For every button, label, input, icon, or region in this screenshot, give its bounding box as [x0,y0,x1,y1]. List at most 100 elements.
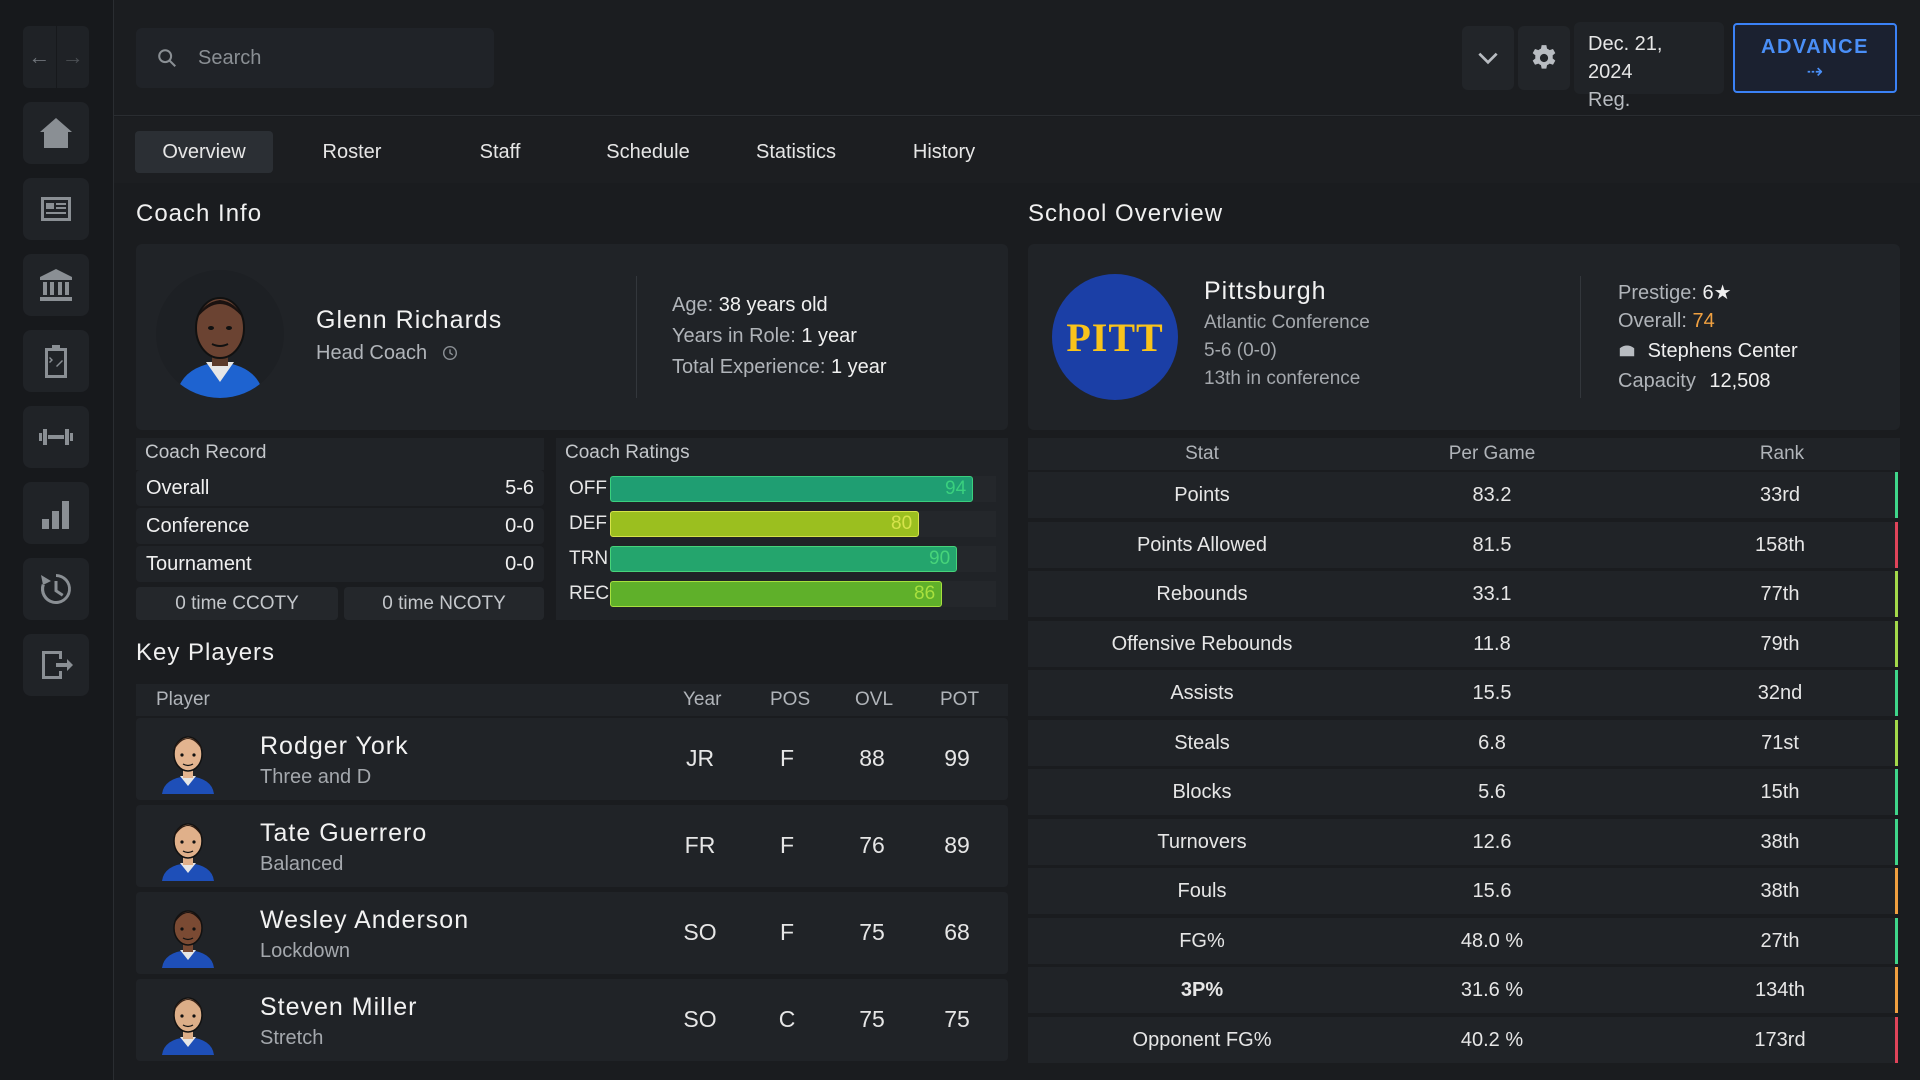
search-box[interactable] [136,28,494,88]
rating-label: REC [569,583,610,604]
rating-row-def: DEF 80 [560,509,996,539]
prestige-value: 6 [1702,282,1714,304]
ccoty-badge: 0 time CCOTY [136,587,338,620]
settings-button[interactable] [1518,26,1570,90]
dropdown-button[interactable] [1462,26,1514,90]
coach-avatar [156,270,284,398]
clipboard-icon[interactable] [23,330,89,392]
table-row: Points 83.2 33rd [1028,472,1898,518]
coach-role: Head Coach [316,342,459,365]
table-row: Points Allowed 81.5 158th [1028,521,1898,568]
player-pot: 75 [944,1006,970,1032]
player-name[interactable]: Tate Guerrero [260,819,428,847]
table-row[interactable]: Rodger York Three and D JR F 88 99 [136,718,1008,800]
stat-rank: 38th [1760,880,1800,902]
school-record: 5-6 (0-0) [1204,340,1277,361]
coach-ratings-title: Coach Ratings [565,442,690,463]
stat-name: Steals [1174,731,1230,754]
col-ovl: OVL [855,689,894,710]
tab-staff[interactable]: Staff [479,140,521,163]
player-pos: C [778,1006,796,1032]
player-pot: 89 [944,832,970,858]
stat-rank: 38th [1760,830,1800,853]
prestige-label: Prestige: [1618,282,1697,304]
star-icon: ★ [1713,282,1732,304]
stat-name: FG% [1179,929,1225,952]
stat-rank: 15th [1760,781,1800,803]
search-input[interactable] [198,46,478,70]
table-row: Steals 6.8 71st [1028,719,1898,766]
player-name[interactable]: Wesley Anderson [260,906,470,934]
history-nav: ← → [23,26,89,88]
record-value: 0-0 [505,514,534,537]
table-row[interactable]: Steven Miller Stretch SO C 75 75 [136,979,1008,1061]
logout-icon[interactable] [23,634,89,696]
bar-chart-icon[interactable] [23,482,89,544]
tab-history[interactable]: History [912,140,976,163]
school-name: Pittsburgh [1204,277,1327,305]
coach-record-header [136,438,544,470]
sidebar: ← → [0,0,114,1080]
player-name[interactable]: Rodger York [260,732,409,760]
rank-indicator [1895,917,1898,964]
stat-name: Points [1174,484,1230,506]
player-avatar [156,900,220,968]
stat-rank: 173rd [1754,1028,1806,1051]
rating-label: DEF [569,513,607,534]
stat-per-game: 40.2 % [1460,1028,1524,1051]
rank-indicator [1895,620,1898,667]
stat-rank: 32nd [1757,682,1803,704]
stat-name: Turnovers [1157,830,1247,853]
school-prestige: Prestige: 6★ [1618,280,1732,305]
rank-indicator [1895,1016,1898,1063]
record-label: Tournament [146,552,252,575]
record-row-overall: Overall 5-6 [136,470,544,506]
arena-icon [1619,345,1635,357]
arrow-left-icon[interactable]: ← [28,44,51,69]
history-icon[interactable] [441,344,459,362]
rating-bar [610,546,957,572]
tab-overview[interactable]: Overview [135,131,273,173]
current-date: Dec. 21, 2024 [1588,33,1663,83]
coach-role-label: Head Coach [316,342,428,364]
newspaper-icon[interactable] [23,178,89,240]
capacity-label: Capacity [1618,370,1696,392]
rank-indicator [1895,472,1898,518]
table-row: FG% 48.0 % 27th [1028,917,1898,964]
tab-schedule[interactable]: Schedule [606,140,690,163]
stat-per-game: 15.6 [1472,880,1512,902]
table-row[interactable]: Tate Guerrero Balanced FR F 76 89 [136,805,1008,887]
player-name[interactable]: Steven Miller [260,993,418,1021]
coach-years: Years in Role: 1 year [672,325,857,348]
rating-value: 86 [914,583,936,604]
school-capacity: Capacity 12,508 [1618,370,1771,393]
stat-name: Points Allowed [1136,533,1268,556]
player-year: JR [685,745,715,771]
stat-per-game: 81.5 [1472,533,1512,556]
stat-name: Assists [1170,682,1234,704]
table-row[interactable]: Wesley Anderson Lockdown SO F 75 68 [136,892,1008,974]
tab-statistics[interactable]: Statistics [755,140,837,163]
stat-rank: 158th [1754,533,1806,556]
advance-button[interactable]: ADVANCE ⇢ [1733,23,1897,93]
rating-label: TRN [569,548,609,569]
arrow-right-icon[interactable]: → [55,26,90,88]
player-pos: F [779,832,795,858]
rating-label: OFF [569,478,607,499]
player-pos: F [779,745,795,771]
stat-name: Blocks [1172,781,1232,803]
stat-per-game: 83.2 [1472,484,1512,506]
history-icon[interactable] [23,558,89,620]
coach-years-value: 1 year [801,325,857,347]
key-players-header: Player Year POS OVL POT [136,684,1008,716]
record-label: Conference [146,514,250,537]
stat-name: Fouls [1177,880,1227,902]
tab-roster[interactable]: Roster [322,140,382,163]
arena-name: Stephens Center [1647,340,1798,362]
table-row: Blocks 5.6 15th [1028,769,1898,815]
bank-icon[interactable] [23,254,89,316]
rating-value: 90 [929,548,951,569]
home-icon[interactable] [23,102,89,164]
stat-rank: 71st [1761,731,1799,754]
dumbbell-icon[interactable] [23,406,89,468]
